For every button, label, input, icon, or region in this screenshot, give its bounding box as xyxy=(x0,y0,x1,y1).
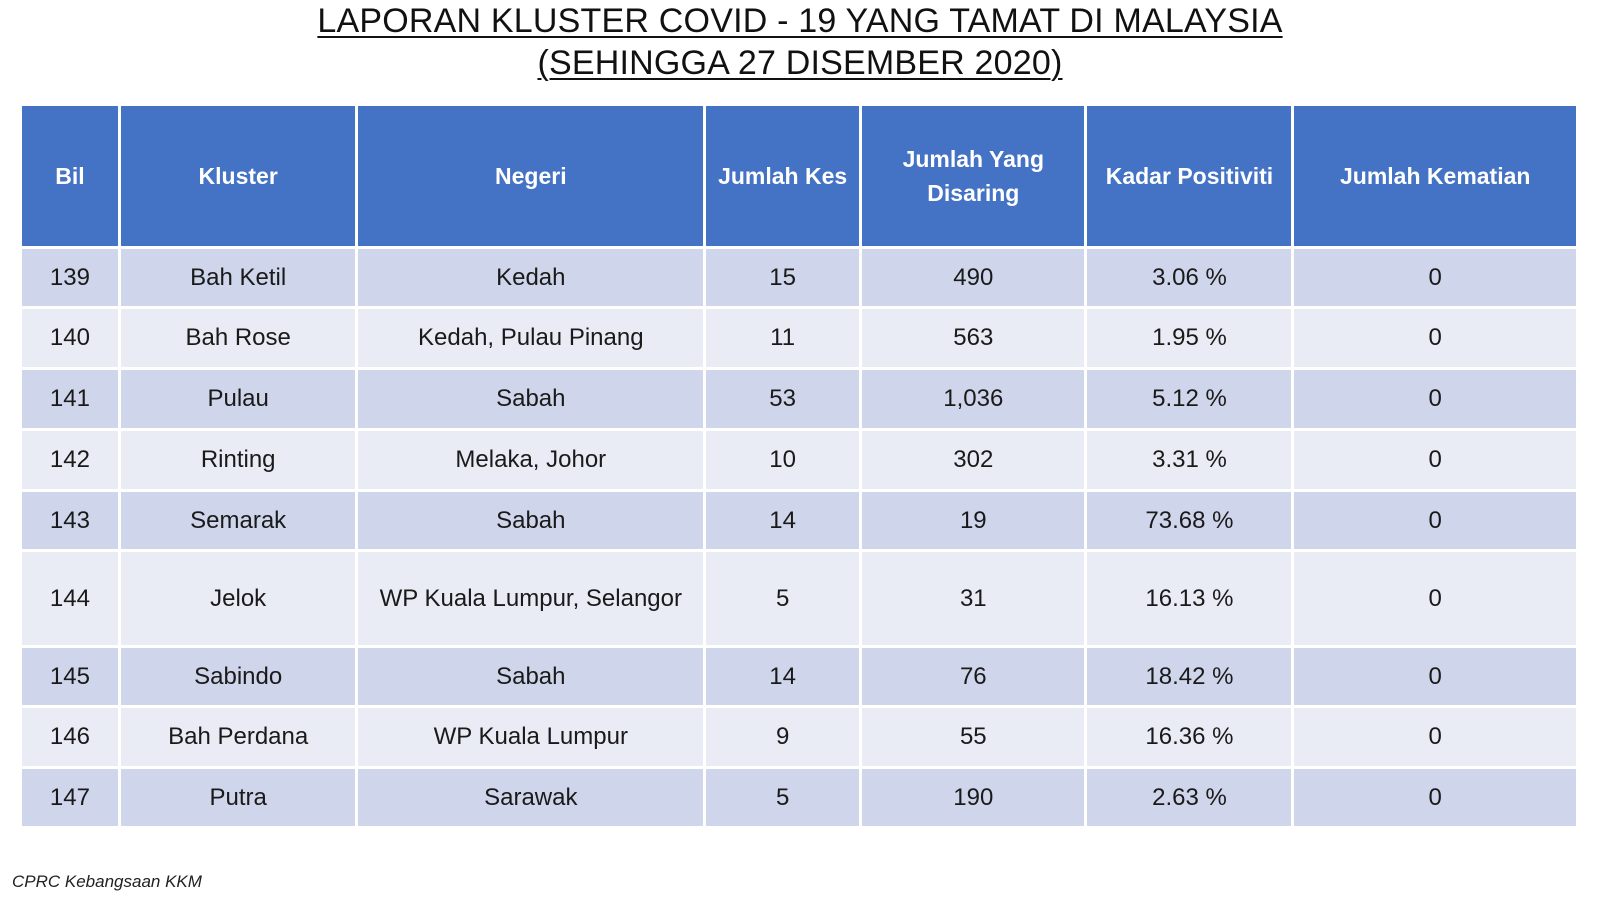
cell-kadar-positiviti: 16.36 % xyxy=(1084,705,1295,769)
cell-jumlah-kematian: 0 xyxy=(1291,246,1579,309)
cell-negeri: Kedah xyxy=(355,246,707,309)
cell-kluster: Jelok xyxy=(117,549,359,648)
cell-jumlah-kematian: 0 xyxy=(1291,645,1579,708)
table-row: 144 Jelok WP Kuala Lumpur, Selangor 5 31… xyxy=(19,549,1579,648)
cell-kadar-positiviti: 2.63 % xyxy=(1084,766,1295,829)
cell-jumlah-disaring: 1,036 xyxy=(859,367,1088,431)
cell-bil: 145 xyxy=(19,645,121,708)
cell-negeri: Kedah, Pulau Pinang xyxy=(355,306,707,370)
cell-kadar-positiviti: 73.68 % xyxy=(1084,489,1295,552)
table-row: 140 Bah Rose Kedah, Pulau Pinang 11 563 … xyxy=(19,306,1579,370)
cell-negeri: Sabah xyxy=(355,645,707,708)
cell-negeri: WP Kuala Lumpur xyxy=(355,705,707,769)
source-credit: CPRC Kebangsaan KKM xyxy=(12,872,202,891)
cell-kluster: Pulau xyxy=(117,367,359,431)
cell-kadar-positiviti: 3.06 % xyxy=(1084,246,1295,309)
cell-bil: 139 xyxy=(19,246,121,309)
table-row: 139 Bah Ketil Kedah 15 490 3.06 % 0 xyxy=(19,246,1579,309)
cell-bil: 147 xyxy=(19,766,121,829)
cell-jumlah-kes: 9 xyxy=(703,705,863,769)
cell-kluster: Semarak xyxy=(117,489,359,552)
header-bil: Bil xyxy=(19,103,121,249)
cell-kluster: Bah Rose xyxy=(117,306,359,370)
page-subtitle: (SEHINGGA 27 DISEMBER 2020) xyxy=(537,44,1063,82)
cell-kluster: Putra xyxy=(117,766,359,829)
cell-kluster: Sabindo xyxy=(117,645,359,708)
table-row: 142 Rinting Melaka, Johor 10 302 3.31 % … xyxy=(19,428,1579,492)
cluster-table: Bil Kluster Negeri Jumlah Kes Jumlah Yan… xyxy=(19,103,1579,829)
table-row: 143 Semarak Sabah 14 19 73.68 % 0 xyxy=(19,489,1579,552)
cell-negeri: Sarawak xyxy=(355,766,707,829)
table-row: 141 Pulau Sabah 53 1,036 5.12 % 0 xyxy=(19,367,1579,431)
cell-jumlah-kes: 11 xyxy=(703,306,863,370)
cell-kadar-positiviti: 5.12 % xyxy=(1084,367,1295,431)
cluster-table-container: Bil Kluster Negeri Jumlah Kes Jumlah Yan… xyxy=(19,103,1579,829)
cell-jumlah-kes: 10 xyxy=(703,428,863,492)
header-kluster: Kluster xyxy=(117,103,359,249)
cell-kluster: Rinting xyxy=(117,428,359,492)
cell-jumlah-kes: 14 xyxy=(703,645,863,708)
table-header-row: Bil Kluster Negeri Jumlah Kes Jumlah Yan… xyxy=(19,103,1579,249)
cell-jumlah-disaring: 490 xyxy=(859,246,1088,309)
cell-kluster: Bah Ketil xyxy=(117,246,359,309)
cell-bil: 142 xyxy=(19,428,121,492)
cell-negeri: Melaka, Johor xyxy=(355,428,707,492)
header-jumlah-disaring: Jumlah Yang Disaring xyxy=(859,103,1088,249)
cell-bil: 140 xyxy=(19,306,121,370)
cell-jumlah-disaring: 302 xyxy=(859,428,1088,492)
cell-kadar-positiviti: 1.95 % xyxy=(1084,306,1295,370)
page-title: LAPORAN KLUSTER COVID - 19 YANG TAMAT DI… xyxy=(317,2,1283,40)
cell-jumlah-kematian: 0 xyxy=(1291,766,1579,829)
cell-jumlah-kematian: 0 xyxy=(1291,549,1579,648)
cell-jumlah-kes: 53 xyxy=(703,367,863,431)
cell-bil: 144 xyxy=(19,549,121,648)
cell-jumlah-disaring: 563 xyxy=(859,306,1088,370)
cell-kadar-positiviti: 16.13 % xyxy=(1084,549,1295,648)
cell-jumlah-disaring: 76 xyxy=(859,645,1088,708)
cell-jumlah-disaring: 55 xyxy=(859,705,1088,769)
cell-negeri: Sabah xyxy=(355,489,707,552)
table-row: 145 Sabindo Sabah 14 76 18.42 % 0 xyxy=(19,645,1579,708)
cell-kluster: Bah Perdana xyxy=(117,705,359,769)
cell-jumlah-kes: 5 xyxy=(703,549,863,648)
cell-jumlah-kematian: 0 xyxy=(1291,705,1579,769)
header-negeri: Negeri xyxy=(355,103,707,249)
cell-negeri: Sabah xyxy=(355,367,707,431)
cell-jumlah-kematian: 0 xyxy=(1291,489,1579,552)
cell-jumlah-kematian: 0 xyxy=(1291,306,1579,370)
cell-jumlah-kes: 5 xyxy=(703,766,863,829)
table-row: 146 Bah Perdana WP Kuala Lumpur 9 55 16.… xyxy=(19,705,1579,769)
cell-jumlah-disaring: 31 xyxy=(859,549,1088,648)
cell-kadar-positiviti: 3.31 % xyxy=(1084,428,1295,492)
cell-jumlah-kematian: 0 xyxy=(1291,367,1579,431)
cell-jumlah-disaring: 19 xyxy=(859,489,1088,552)
header-jumlah-kes: Jumlah Kes xyxy=(703,103,863,249)
table-row: 147 Putra Sarawak 5 190 2.63 % 0 xyxy=(19,766,1579,829)
header-kadar-positiviti: Kadar Positiviti xyxy=(1084,103,1295,249)
cell-jumlah-kematian: 0 xyxy=(1291,428,1579,492)
cell-jumlah-kes: 14 xyxy=(703,489,863,552)
cell-bil: 141 xyxy=(19,367,121,431)
cell-jumlah-kes: 15 xyxy=(703,246,863,309)
cell-bil: 143 xyxy=(19,489,121,552)
cell-bil: 146 xyxy=(19,705,121,769)
cell-jumlah-disaring: 190 xyxy=(859,766,1088,829)
header-jumlah-kematian: Jumlah Kematian xyxy=(1291,103,1579,249)
cell-negeri: WP Kuala Lumpur, Selangor xyxy=(355,549,707,648)
cell-kadar-positiviti: 18.42 % xyxy=(1084,645,1295,708)
